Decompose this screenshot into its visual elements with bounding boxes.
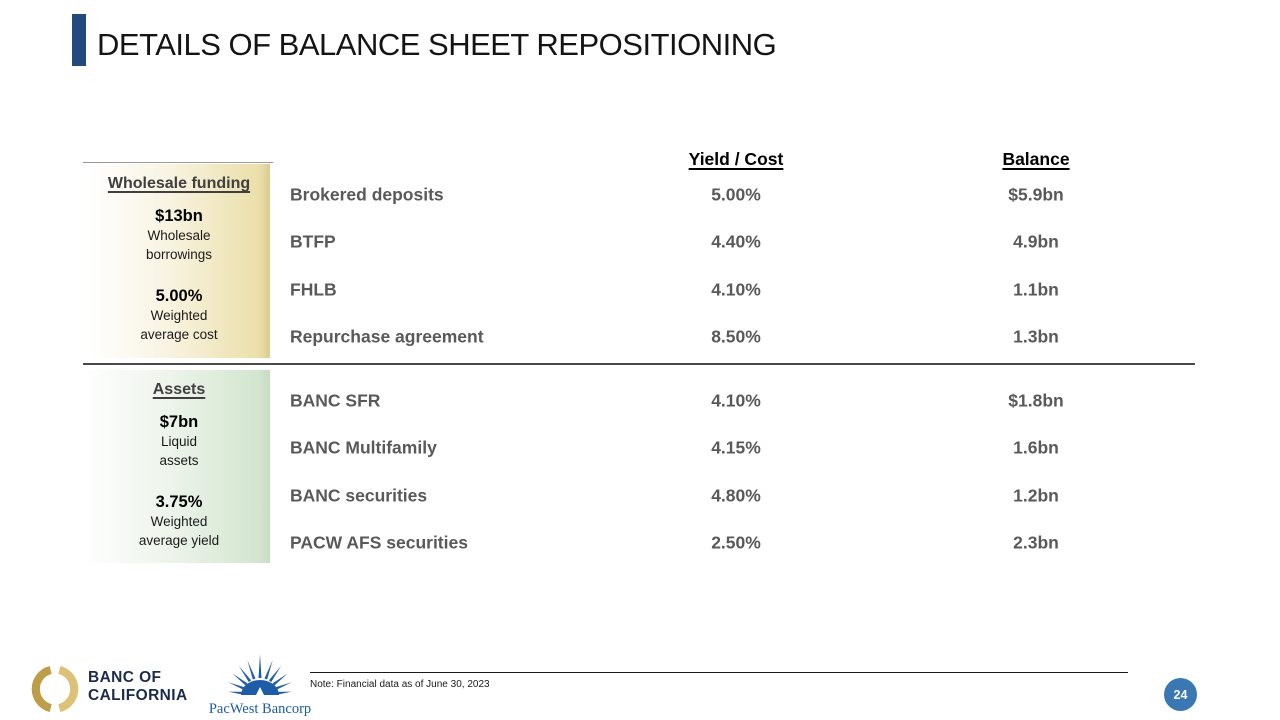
stat-label: Weighted <box>150 308 208 323</box>
row-balance: $5.9bn <box>1008 184 1064 205</box>
section-divider <box>83 363 1195 365</box>
row-yield: 8.50% <box>711 326 761 347</box>
sunburst-icon <box>228 654 292 695</box>
row-balance: $1.8bn <box>1008 390 1064 411</box>
stat-label: average yield <box>138 533 220 548</box>
page-number-badge: 24 <box>1164 678 1197 711</box>
column-header-yield-cost: Yield / Cost <box>688 149 784 169</box>
stat-value: $7bn <box>159 413 199 431</box>
row-label: PACW AFS securities <box>290 532 468 553</box>
banc-logo-line2: CALIFORNIA <box>88 686 188 704</box>
stat-label: Wholesale <box>147 228 211 243</box>
row-balance: 2.3bn <box>1013 532 1059 553</box>
table-group-assets: BANC SFR 4.10% $1.8bn BANC Multifamily 4… <box>0 377 1280 567</box>
stat-label: average cost <box>140 327 218 342</box>
row-yield: 4.10% <box>711 279 761 300</box>
row-balance: 4.9bn <box>1013 231 1059 252</box>
panel-header: Wholesale funding <box>107 175 251 192</box>
table-row: BTFP 4.40% 4.9bn <box>0 219 1280 267</box>
table-row: Brokered deposits 5.00% $5.9bn <box>0 171 1280 219</box>
table-group-wholesale: Brokered deposits 5.00% $5.9bn BTFP 4.40… <box>0 171 1280 361</box>
row-balance: 1.6bn <box>1013 437 1059 458</box>
stat-label: assets <box>159 453 199 468</box>
table-row: BANC SFR 4.10% $1.8bn <box>0 377 1280 425</box>
column-header-balance: Balance <box>1002 149 1070 169</box>
panel-wholesale-funding: Wholesale funding $13bn Wholesale borrow… <box>88 164 270 358</box>
table-row: PACW AFS securities 2.50% 2.3bn <box>0 520 1280 568</box>
table-row: FHLB 4.10% 1.1bn <box>0 266 1280 314</box>
gold-ring-icon <box>31 665 79 713</box>
stat-label: borrowings <box>145 247 213 262</box>
banc-of-california-logo: BANC OF CALIFORNIA <box>30 664 188 714</box>
row-label: Repurchase agreement <box>290 326 484 347</box>
panel-header: Assets <box>152 381 206 398</box>
stat-value: $13bn <box>155 207 203 225</box>
banc-logo-line1: BANC OF <box>88 669 162 686</box>
stat-value: 3.75% <box>155 493 203 511</box>
stat-label: Liquid <box>160 434 198 449</box>
row-yield: 4.80% <box>711 485 761 506</box>
row-label: BANC SFR <box>290 390 381 411</box>
banc-logo-text: BANC OF CALIFORNIA <box>88 669 188 704</box>
row-yield: 4.10% <box>711 390 761 411</box>
row-label: BANC securities <box>290 485 428 506</box>
row-balance: 1.2bn <box>1013 485 1059 506</box>
row-balance: 1.3bn <box>1013 326 1059 347</box>
row-yield: 5.00% <box>711 184 761 205</box>
stat-label: Weighted <box>150 514 208 529</box>
pacwest-bancorp-logo: PacWest Bancorp <box>208 653 312 718</box>
row-label: BTFP <box>290 231 336 252</box>
row-yield: 4.40% <box>711 231 761 252</box>
page-title: DETAILS OF BALANCE SHEET REPOSITIONING <box>97 27 777 62</box>
panel-assets: Assets $7bn Liquid assets 3.75% Weighted… <box>88 370 270 563</box>
row-balance: 1.1bn <box>1013 279 1059 300</box>
row-label: BANC Multifamily <box>290 437 437 458</box>
title-accent-bar <box>72 14 86 66</box>
row-yield: 2.50% <box>711 532 761 553</box>
table-row: BANC Multifamily 4.15% 1.6bn <box>0 425 1280 473</box>
footer-rule <box>310 672 1128 673</box>
panel-top-rule <box>83 162 273 163</box>
table-row: Repurchase agreement 8.50% 1.3bn <box>0 314 1280 362</box>
row-label: Brokered deposits <box>290 184 444 205</box>
table-row: BANC securities 4.80% 1.2bn <box>0 472 1280 520</box>
pacwest-logo-text: PacWest Bancorp <box>208 701 312 717</box>
stat-value: 5.00% <box>155 287 203 305</box>
footer-note: Note: Financial data as of June 30, 2023 <box>310 679 490 690</box>
row-yield: 4.15% <box>711 437 761 458</box>
row-label: FHLB <box>290 279 337 300</box>
